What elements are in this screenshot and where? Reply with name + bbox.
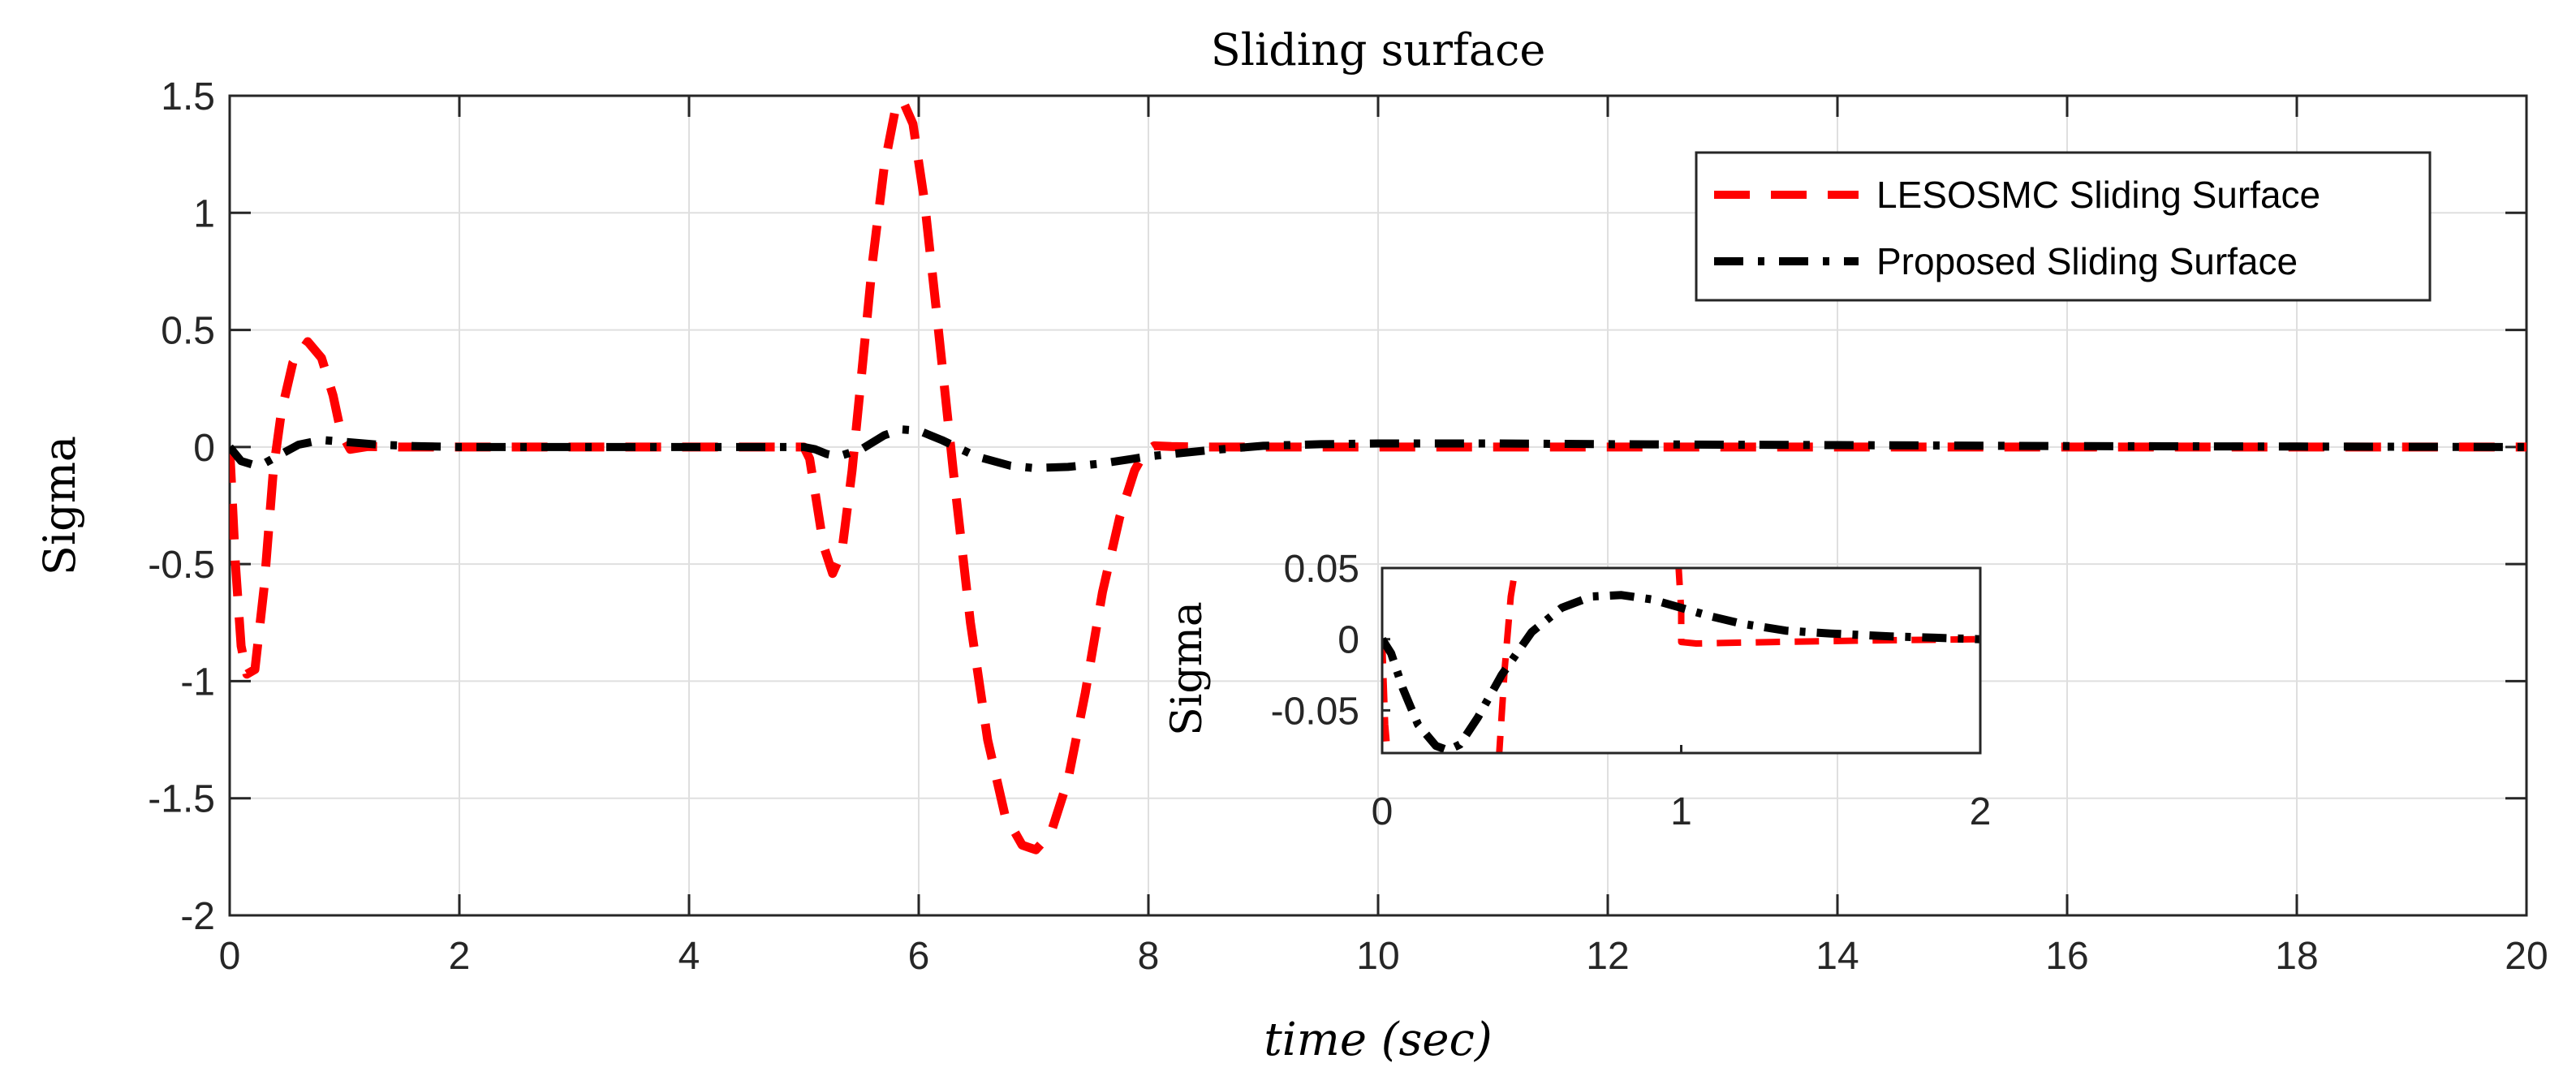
inset-y-tick-label: 0	[1338, 619, 1359, 662]
legend-label-proposed: Proposed Sliding Surface	[1876, 240, 2298, 282]
x-tick-label: 12	[1586, 935, 1629, 978]
x-axis-label: time (sec)	[1264, 1014, 1492, 1066]
chart-title: Sliding surface	[1211, 24, 1546, 75]
x-tick-label: 16	[2045, 935, 2088, 978]
inset-plot: 0 1 2 -0.05 0 0.05 Sigma	[1163, 548, 1991, 833]
x-tick-label: 8	[1138, 935, 1160, 978]
inset-series-line-proposed	[1382, 591, 1980, 753]
inset-y-tick-label: -0.05	[1271, 690, 1359, 733]
inset-series-line-lesosmc	[1496, 568, 1519, 753]
x-tick-label: 10	[1356, 935, 1399, 978]
y-tick-label: -2	[180, 895, 215, 938]
y-tick-label: 0.5	[161, 310, 215, 353]
x-tick-label: 14	[1816, 935, 1859, 978]
y-tick-label: 0	[193, 427, 215, 470]
legend: LESOSMC Sliding Surface Proposed Sliding …	[1695, 151, 2432, 302]
x-tick-label: 2	[449, 935, 471, 978]
y-tick-label: -1.5	[148, 778, 215, 821]
legend-box	[1695, 151, 2432, 302]
x-tick-label: 4	[678, 935, 700, 978]
x-tick-label: 6	[908, 935, 930, 978]
y-tick-label: -1	[180, 661, 215, 704]
series-line-lesosmc	[230, 96, 2526, 854]
inset-x-tick-label: 2	[1970, 790, 1992, 833]
series-line-proposed	[230, 425, 2526, 472]
x-tick-label: 0	[219, 935, 241, 978]
x-tick-label: 20	[2505, 935, 2548, 978]
y-tick-label: 1	[193, 192, 215, 235]
inset-y-tick-label: 0.05	[1284, 548, 1359, 591]
inset-x-tick-label: 0	[1372, 790, 1394, 833]
inset-axes-box	[1381, 566, 1982, 755]
y-axis-label: Sigma	[34, 436, 85, 575]
y-tick-label: -0.5	[148, 544, 215, 587]
inset-x-tick-label: 1	[1670, 790, 1692, 833]
inset-background	[1382, 568, 1980, 753]
main-series-group	[230, 96, 2526, 854]
y-tick-label: 1.5	[161, 75, 215, 118]
inset-y-axis-label: Sigma	[1163, 601, 1212, 736]
legend-label-lesosmc: LESOSMC Sliding Surface	[1876, 174, 2320, 216]
x-tick-label: 18	[2275, 935, 2318, 978]
